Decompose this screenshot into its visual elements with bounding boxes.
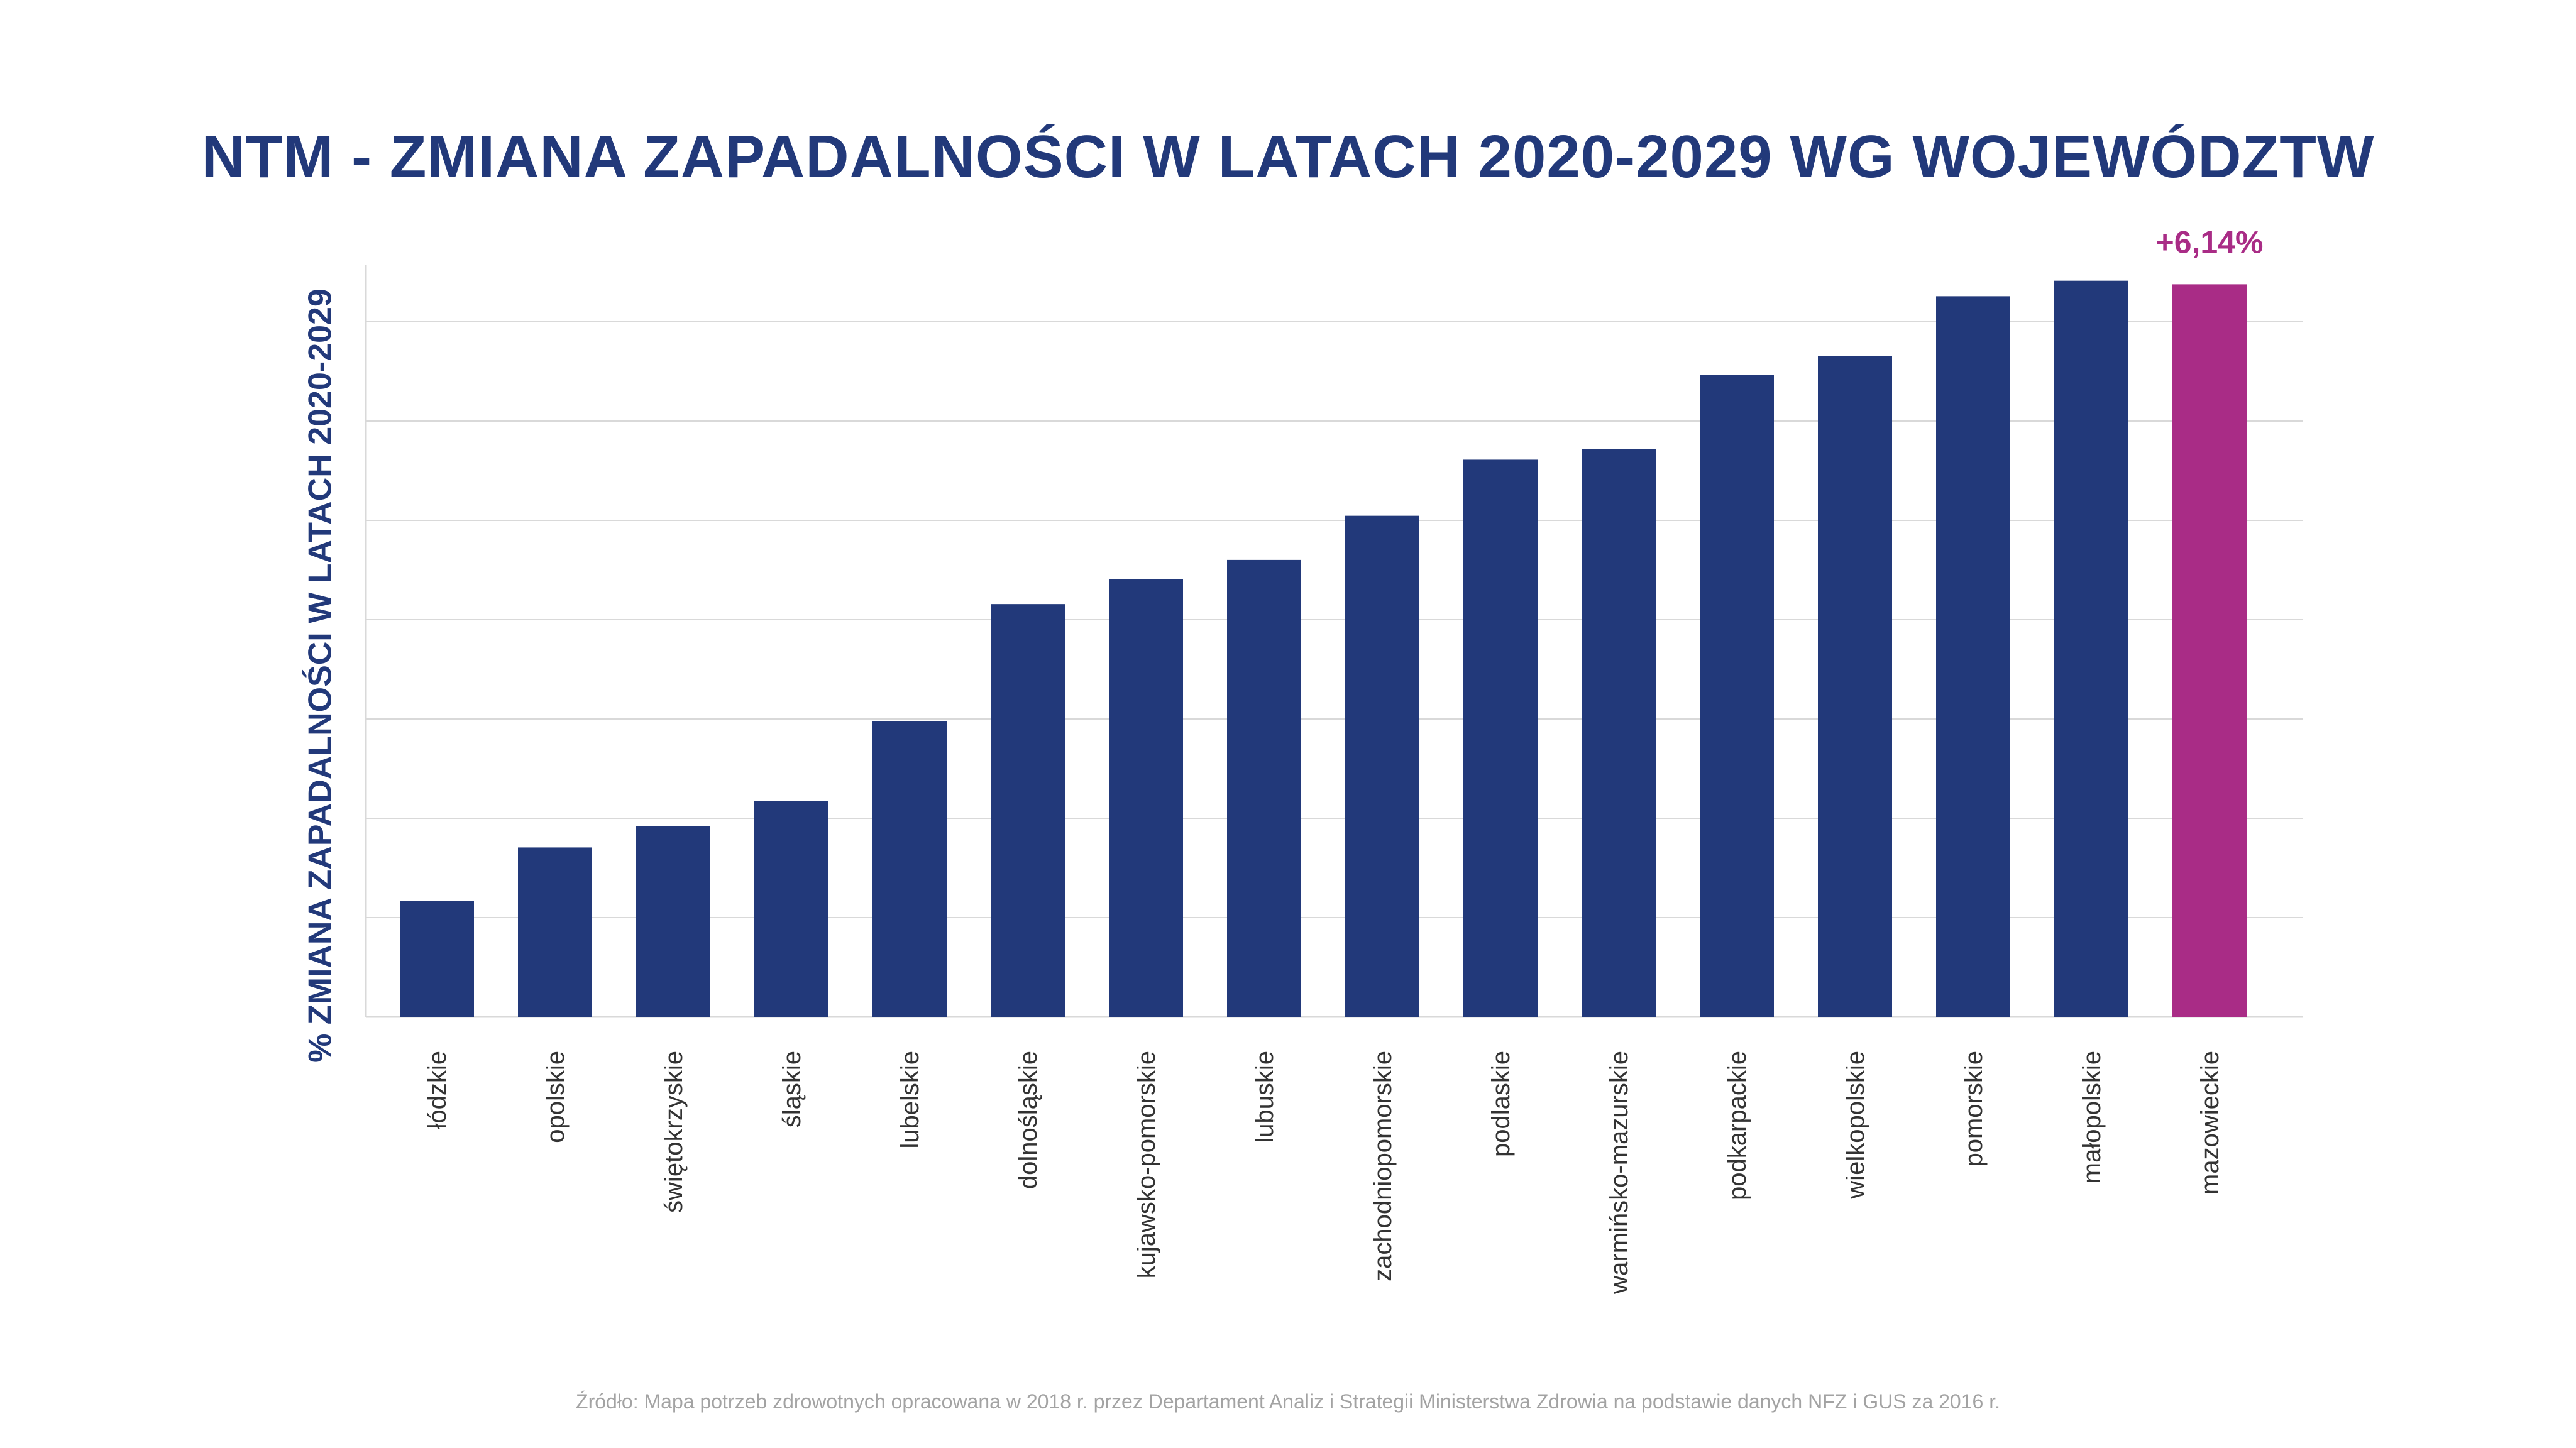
- x-tick-label-śląskie: śląskie: [778, 1051, 806, 1127]
- x-tick-label-wielkopolskie: wielkopolskie: [1842, 1051, 1869, 1200]
- bar-lubuskie: [1227, 559, 1301, 1017]
- annotations: +6,14%: [2156, 224, 2264, 260]
- bar-świętokrzyskie: [636, 826, 710, 1017]
- bar-warmińsko-mazurskie: [1582, 449, 1656, 1017]
- x-tick-labels: łódzkie opolskie świętokrzyskie śląskie lube…: [424, 1051, 2224, 1295]
- bar-mazowieckie: [2172, 284, 2247, 1017]
- bars: [400, 280, 2247, 1017]
- x-tick-label-lubuskie: lubuskie: [1251, 1051, 1279, 1143]
- data-label-mazowieckie: +6,14%: [2156, 224, 2264, 260]
- x-tick-label-podlaskie: podlaskie: [1487, 1051, 1515, 1157]
- chart-title: NTM - ZMIANA ZAPADALNOŚCI W LATACH 2020-…: [201, 123, 2375, 190]
- x-tick-label-łódzkie: łódzkie: [424, 1051, 451, 1129]
- bar-zachodniopomorskie: [1345, 515, 1419, 1017]
- x-tick-label-mazowieckie: mazowieckie: [2196, 1051, 2224, 1195]
- bar-podkarpackie: [1700, 375, 1774, 1017]
- source-note: Źródło: Mapa potrzeb zdrowotnych opracow…: [576, 1390, 2000, 1413]
- y-axis-title: % ZMIANA ZAPADALNOŚCI W LATACH 2020-2029: [302, 288, 339, 1063]
- x-tick-label-lubelskie: lubelskie: [896, 1051, 924, 1149]
- x-tick-label-świętokrzyskie: świętokrzyskie: [660, 1051, 688, 1213]
- bar-dolnośląskie: [991, 604, 1065, 1017]
- bar-kujawsko-pomorskie: [1109, 579, 1183, 1017]
- x-tick-label-opolskie: opolskie: [542, 1051, 570, 1143]
- bar-pomorskie: [1936, 296, 2010, 1017]
- x-tick-label-warmińsko-mazurskie: warmińsko-mazurskie: [1605, 1051, 1633, 1295]
- bar-opolskie: [518, 847, 592, 1017]
- x-tick-label-pomorskie: pomorskie: [1960, 1051, 1988, 1167]
- x-tick-label-podkarpackie: podkarpackie: [1724, 1051, 1751, 1200]
- x-tick-label-dolnośląskie: dolnośląskie: [1015, 1051, 1042, 1189]
- bar-wielkopolskie: [1818, 356, 1892, 1017]
- bar-podlaskie: [1463, 459, 1538, 1017]
- x-tick-label-małopolskie: małopolskie: [2078, 1051, 2106, 1183]
- x-tick-label-kujawsko-pomorskie: kujawsko-pomorskie: [1133, 1051, 1160, 1278]
- bar-lubelskie: [872, 721, 947, 1017]
- bar-łódzkie: [400, 901, 474, 1017]
- bar-małopolskie: [2054, 280, 2128, 1017]
- bar-śląskie: [754, 801, 828, 1017]
- x-tick-label-zachodniopomorskie: zachodniopomorskie: [1369, 1051, 1397, 1281]
